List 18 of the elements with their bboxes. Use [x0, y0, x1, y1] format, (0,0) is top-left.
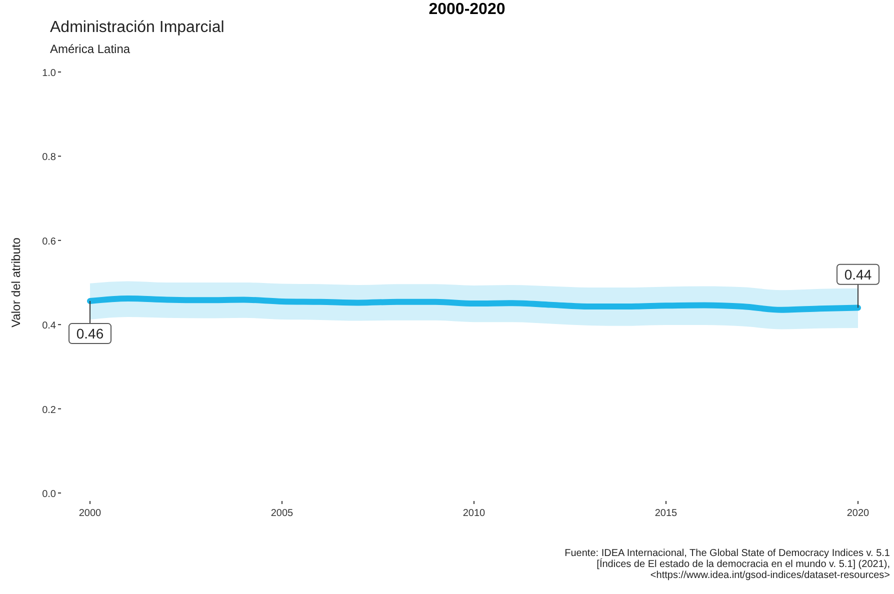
x-tick-label: 2015: [654, 508, 678, 519]
chart-subtitle: América Latina: [50, 42, 130, 56]
y-tick-label: 0.2: [42, 404, 56, 416]
y-tick-label: 0.8: [42, 152, 56, 164]
y-tick-label: 0.4: [42, 320, 56, 332]
x-tick-label: 2010: [462, 508, 486, 519]
chart-title: Administración Imparcial: [50, 19, 224, 36]
source-note: Fuente: IDEA Internacional, The Global State of Democracy Indices v. 5.1 [Índices de El estado de la democracia en el mundo v. 5.1] (2021), <https://www.idea.int/gsod-indices/dataset-resources>: [564, 548, 890, 581]
x-tick-label: 2020: [846, 508, 870, 519]
x-tick-label: 2000: [78, 508, 102, 519]
data-label: 0.46: [76, 326, 104, 342]
data-label: 0.44: [844, 266, 872, 282]
text: 2000-2020: [428, 1, 506, 18]
y-axis-title: Valor del atributo: [9, 237, 23, 328]
y-tick-label: 1.0: [42, 68, 56, 79]
x-tick-label: 2005: [270, 508, 294, 519]
y-tick-label: 0.6: [42, 236, 56, 248]
y-tick-label: 0.0: [42, 489, 56, 500]
